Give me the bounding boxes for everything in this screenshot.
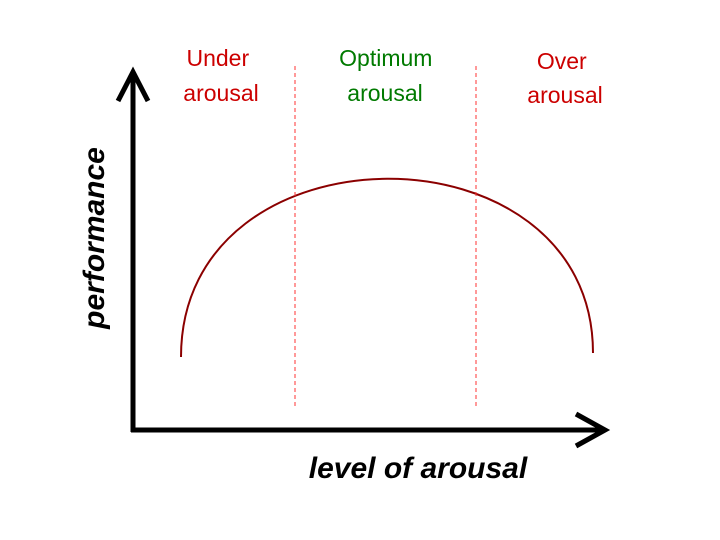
zone-label-optimum: Optimum arousal bbox=[339, 45, 439, 106]
x-axis-arrowhead bbox=[574, 411, 611, 449]
performance-curve bbox=[180, 177, 594, 358]
zone-label-under-line2: arousal bbox=[183, 80, 258, 106]
zone-label-over-line2: arousal bbox=[527, 82, 602, 108]
y-axis-label: performance bbox=[78, 147, 111, 330]
zone-label-under: Under arousal bbox=[183, 45, 258, 106]
x-axis-label: level of arousal bbox=[309, 452, 528, 485]
zone-label-optimum-line2: arousal bbox=[347, 80, 422, 106]
y-axis-arrowhead bbox=[115, 66, 151, 103]
zone-label-under-line1: Under bbox=[186, 45, 249, 71]
zone-label-over-line1: Over bbox=[537, 48, 587, 74]
zone-label-optimum-line1: Optimum bbox=[339, 45, 432, 71]
zone-label-over: Over arousal bbox=[527, 48, 602, 108]
